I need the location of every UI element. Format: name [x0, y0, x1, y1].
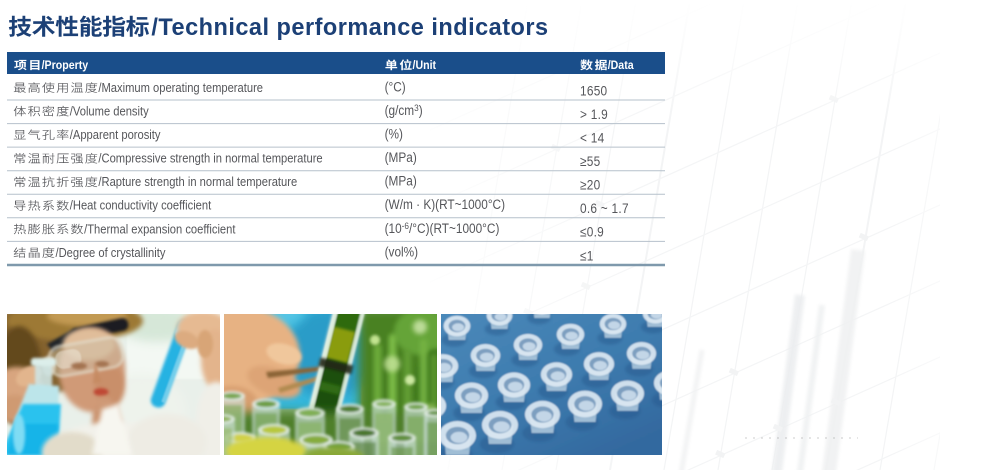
svg-text:1650: 1650: [580, 82, 607, 98]
svg-text:/Data: /Data: [608, 60, 635, 73]
svg-text:≤0.9: ≤0.9: [580, 224, 604, 240]
svg-text:/Unit: /Unit: [413, 60, 437, 73]
svg-text:/Rapture strength in normal te: /Rapture strength in normal temperature: [98, 174, 297, 189]
svg-text:(%): (%): [385, 126, 403, 142]
svg-text:(10-6/°C)(RT~1000°C): (10-6/°C)(RT~1000°C): [385, 220, 500, 236]
svg-text:0.6 ~ 1.7: 0.6 ~ 1.7: [580, 200, 629, 216]
svg-text:(vol%): (vol%): [385, 244, 419, 260]
svg-text:/Apparent porosity: /Apparent porosity: [70, 127, 162, 142]
svg-text:/Technical performance indicat: /Technical performance indicators: [151, 14, 548, 41]
svg-text:(W/m · K)(RT~1000°C): (W/m · K)(RT~1000°C): [385, 196, 505, 212]
svg-text:> 1.9: > 1.9: [580, 106, 608, 122]
svg-text:/Maximum operating temperature: /Maximum operating temperature: [98, 80, 263, 95]
svg-text:≥55: ≥55: [580, 153, 600, 169]
svg-text:/Degree of crystallinity: /Degree of crystallinity: [56, 245, 167, 260]
svg-text:/Volume density: /Volume density: [70, 104, 150, 119]
svg-text:< 14: < 14: [580, 130, 604, 146]
svg-text:/Compressive strength in norma: /Compressive strength in normal temperat…: [98, 151, 322, 166]
svg-text:/Property: /Property: [42, 60, 89, 73]
svg-text:/Thermal expansion coefficient: /Thermal expansion coefficient: [84, 221, 236, 236]
svg-text:(g/cm3): (g/cm3): [385, 102, 423, 118]
svg-text:(°C): (°C): [385, 79, 406, 95]
svg-text:/Heat conductivity coefficient: /Heat conductivity coefficient: [70, 198, 212, 213]
svg-text:(MPa): (MPa): [385, 173, 417, 189]
svg-text:≥20: ≥20: [580, 177, 600, 193]
svg-text:≤1: ≤1: [580, 247, 594, 263]
svg-text:(MPa): (MPa): [385, 149, 417, 165]
